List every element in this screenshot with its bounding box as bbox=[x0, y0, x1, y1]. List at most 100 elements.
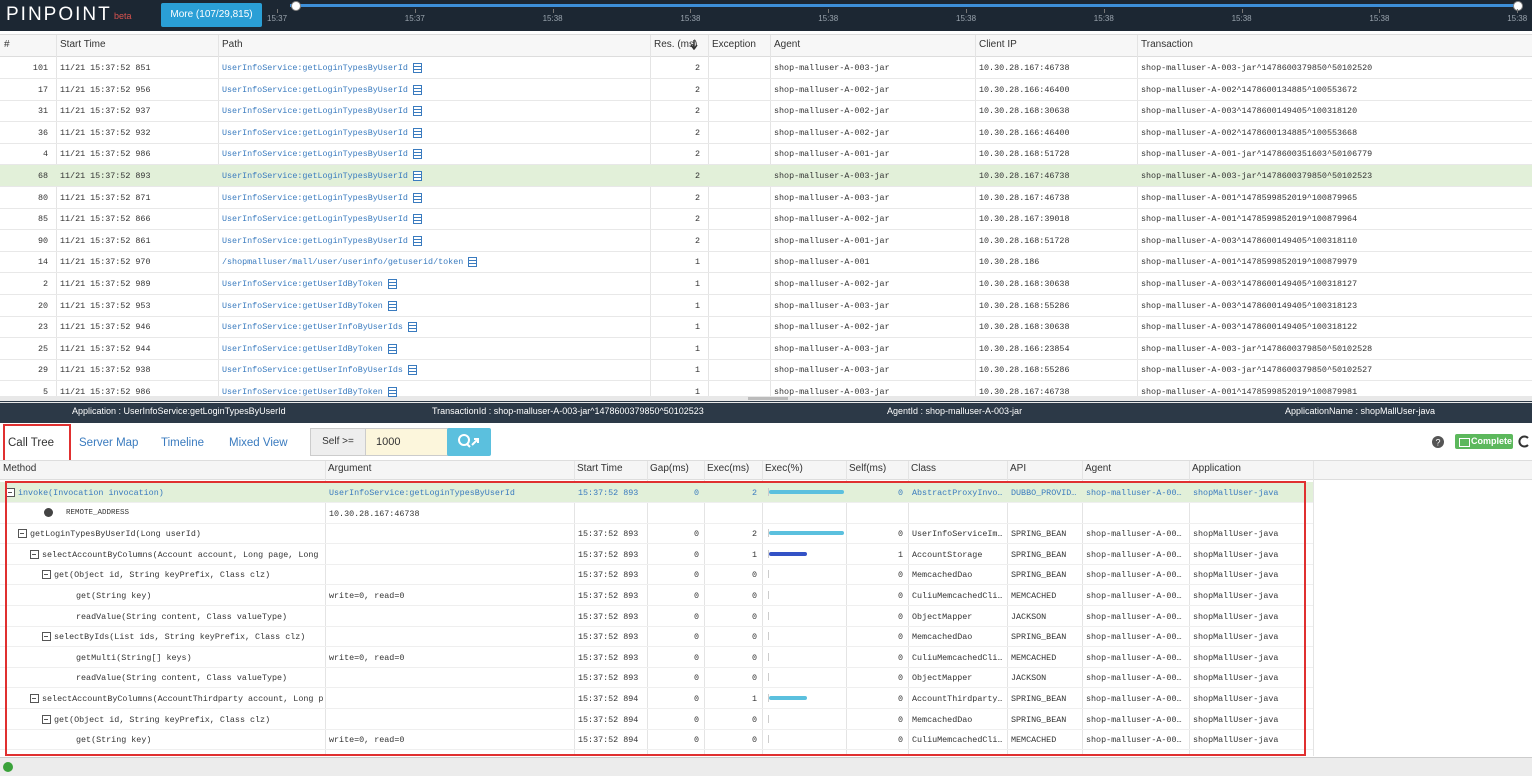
search-button[interactable] bbox=[447, 428, 491, 456]
transaction-row[interactable] bbox=[0, 57, 1532, 79]
transaction-row[interactable] bbox=[0, 251, 1532, 274]
transaction-row[interactable] bbox=[0, 208, 1532, 231]
path-link[interactable]: /shopmalluser/mall/user/userinfo/getuser… bbox=[222, 257, 464, 268]
column-header: # bbox=[4, 39, 10, 50]
path-link[interactable]: UserInfoService:getLoginTypesByUserId bbox=[222, 192, 408, 203]
cell-api: MEMCACHED bbox=[1011, 591, 1057, 601]
exec-bar bbox=[769, 490, 844, 494]
transaction-row[interactable] bbox=[0, 273, 1532, 295]
cell-client-ip: 10.30.28.168:30638 bbox=[979, 322, 1070, 333]
cell-api: DUBBO_PROVID… bbox=[1011, 488, 1077, 498]
cell-no: 90 bbox=[37, 235, 48, 246]
cell-api: SPRING_BEAN bbox=[1011, 632, 1067, 643]
cell-agent: shop-malluser-A-00… bbox=[1086, 570, 1182, 581]
path-link[interactable]: UserInfoService:getLoginTypesByUserId bbox=[222, 127, 408, 138]
transaction-row[interactable] bbox=[0, 295, 1532, 317]
cell-start-time: 11/21 15:37:52 953 bbox=[60, 300, 151, 311]
call-row[interactable] bbox=[0, 482, 1313, 503]
call-row[interactable] bbox=[0, 647, 1313, 668]
transaction-row[interactable] bbox=[0, 122, 1532, 144]
call-row[interactable] bbox=[0, 688, 1313, 709]
transaction-row[interactable] bbox=[0, 338, 1532, 360]
cell-res: 1 bbox=[694, 300, 700, 311]
call-row[interactable] bbox=[0, 729, 1313, 751]
column-header: Res. (ms) bbox=[654, 39, 698, 50]
path-link[interactable]: UserInfoService:getLoginTypesByUserId bbox=[222, 84, 408, 95]
cell-client-ip: 10.30.28.166:46400 bbox=[979, 127, 1070, 138]
path-link[interactable]: UserInfoService:getUserIdByToken bbox=[222, 300, 383, 311]
call-row[interactable] bbox=[0, 606, 1313, 627]
call-row[interactable] bbox=[0, 544, 1313, 565]
column-divider bbox=[770, 35, 771, 396]
tab[interactable]: Server Map bbox=[79, 437, 139, 449]
cell-res: 1 bbox=[694, 343, 700, 354]
tab[interactable]: Mixed View bbox=[229, 437, 288, 449]
column-divider bbox=[325, 461, 326, 756]
refresh-icon[interactable] bbox=[1518, 435, 1530, 448]
help-icon[interactable]: ? bbox=[1432, 436, 1444, 448]
timeline-label: 15:38 bbox=[542, 14, 563, 23]
toggle-minus bbox=[44, 636, 48, 638]
tab[interactable]: Call Tree bbox=[8, 437, 55, 449]
column-divider bbox=[1189, 461, 1190, 756]
path-link[interactable]: UserInfoService:getUserInfoByUserIds bbox=[222, 365, 403, 376]
cell-transaction: shop-malluser-A-003-jar^1478600379850^50… bbox=[1141, 63, 1373, 73]
call-row[interactable] bbox=[0, 626, 1313, 648]
cell-agent: shop-malluser-A-00… bbox=[1086, 735, 1182, 746]
doc-icon bbox=[387, 343, 397, 354]
column-divider bbox=[650, 35, 651, 396]
path-link[interactable]: UserInfoService:getUserInfoByUserIds bbox=[222, 322, 403, 333]
path-link[interactable]: UserInfoService:getLoginTypesByUserId bbox=[222, 63, 408, 73]
transaction-row[interactable] bbox=[0, 359, 1532, 382]
toggle-minus bbox=[32, 553, 36, 555]
transaction-row[interactable] bbox=[0, 79, 1532, 101]
path-link[interactable]: UserInfoService:getLoginTypesByUserId bbox=[222, 214, 408, 225]
application-info: Application : UserInfoService:getLoginTy… bbox=[72, 406, 286, 416]
transaction-row[interactable] bbox=[0, 165, 1532, 187]
timeline-tick bbox=[552, 9, 554, 13]
transaction-row[interactable] bbox=[0, 187, 1532, 209]
splitter-handle[interactable] bbox=[748, 397, 788, 400]
status-bar bbox=[0, 757, 1532, 776]
cell-class: CuliuMemcachedCli… bbox=[912, 652, 1002, 663]
search-icon bbox=[458, 434, 479, 448]
cell-start-time: 15:37:52 893 bbox=[578, 549, 639, 560]
cell-application: shopMallUser-java bbox=[1193, 529, 1279, 540]
call-row[interactable] bbox=[0, 667, 1313, 689]
transaction-row[interactable] bbox=[0, 143, 1532, 166]
cell-agent: shop-malluser-A-002-jar bbox=[774, 279, 890, 289]
path-link[interactable]: UserInfoService:getUserIdByToken bbox=[222, 279, 383, 289]
timeline-label: 15:38 bbox=[680, 14, 701, 23]
cell-self: 0 bbox=[897, 529, 903, 540]
transaction-row[interactable] bbox=[0, 381, 1532, 403]
path-link[interactable]: UserInfoService:getUserIdByToken bbox=[222, 387, 383, 397]
path-link[interactable]: UserInfoService:getLoginTypesByUserId bbox=[222, 235, 408, 246]
path-link[interactable]: UserInfoService:getLoginTypesByUserId bbox=[222, 149, 408, 160]
transaction-row[interactable] bbox=[0, 100, 1532, 123]
call-row[interactable] bbox=[0, 523, 1313, 545]
path-link[interactable]: UserInfoService:getLoginTypesByUserId bbox=[222, 171, 408, 181]
transaction-row[interactable] bbox=[0, 316, 1532, 339]
transaction-row[interactable] bbox=[0, 230, 1532, 252]
call-row[interactable] bbox=[0, 503, 1313, 524]
call-row[interactable] bbox=[0, 585, 1313, 606]
path-link[interactable]: UserInfoService:getUserIdByToken bbox=[222, 343, 383, 354]
filter-input[interactable]: 1000 bbox=[365, 428, 449, 456]
path-cell: UserInfoService:getLoginTypesByUserId bbox=[222, 63, 646, 73]
column-header: Start Time bbox=[60, 39, 106, 50]
tab[interactable]: Timeline bbox=[161, 437, 205, 449]
cell-gap: 0 bbox=[693, 714, 699, 725]
range-handle[interactable] bbox=[291, 1, 301, 11]
path-link[interactable]: UserInfoService:getLoginTypesByUserId bbox=[222, 106, 408, 117]
cell-class: ObjectMapper bbox=[912, 611, 973, 622]
cell-transaction: shop-malluser-A-003-jar^1478600379850^50… bbox=[1141, 365, 1373, 376]
bar-origin bbox=[768, 673, 769, 682]
column-header: Client IP bbox=[979, 39, 1017, 50]
call-row[interactable] bbox=[0, 564, 1313, 586]
call-row[interactable] bbox=[0, 709, 1313, 730]
more-button[interactable]: More (107/29,815) bbox=[161, 3, 262, 27]
cell-gap: 0 bbox=[693, 611, 699, 622]
cell-no: 80 bbox=[37, 192, 48, 203]
cell-application: shopMallUser-java bbox=[1193, 673, 1279, 684]
